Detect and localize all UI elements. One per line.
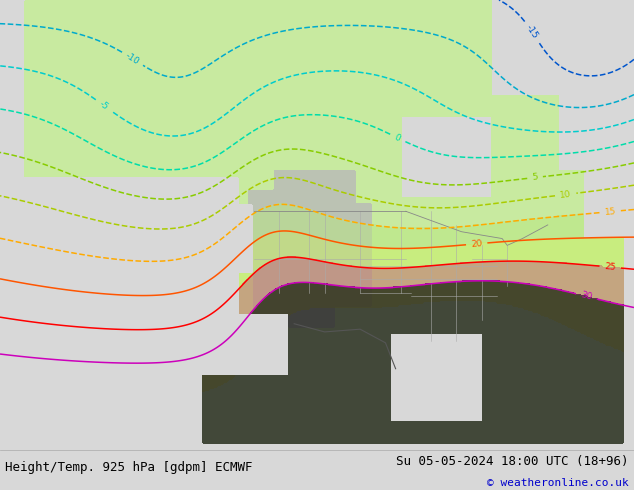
Text: 10: 10 [559,189,572,199]
Text: 15: 15 [604,207,616,217]
Text: -15: -15 [524,23,540,40]
Text: Height/Temp. 925 hPa [gdpm] ECMWF: Height/Temp. 925 hPa [gdpm] ECMWF [5,462,252,474]
Text: -10: -10 [124,51,141,67]
Text: Su 05-05-2024 18:00 UTC (18+96): Su 05-05-2024 18:00 UTC (18+96) [396,455,629,467]
Text: 5: 5 [532,173,538,182]
Text: -5: -5 [97,99,110,112]
Text: 25: 25 [604,262,616,272]
Text: 30: 30 [579,291,593,302]
Text: 20: 20 [470,239,482,249]
Text: 0: 0 [392,132,402,143]
Text: © weatheronline.co.uk: © weatheronline.co.uk [487,478,629,488]
